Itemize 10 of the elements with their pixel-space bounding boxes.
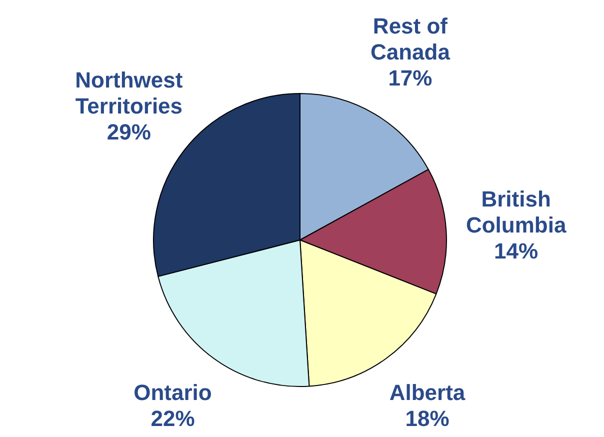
data-label: 14%: [494, 238, 538, 264]
slice-label: Alberta: [389, 380, 466, 406]
slice-label: British Columbia: [466, 186, 567, 238]
data-label: 29%: [106, 119, 151, 144]
slice-label: Ontario: [134, 380, 212, 406]
slice-label: Rest of Canada: [370, 14, 451, 65]
data-label: 18%: [405, 406, 450, 432]
data-label: 17%: [388, 66, 432, 91]
data-label: 22%: [150, 406, 195, 432]
slice-label: Northwest Territories: [75, 67, 184, 118]
